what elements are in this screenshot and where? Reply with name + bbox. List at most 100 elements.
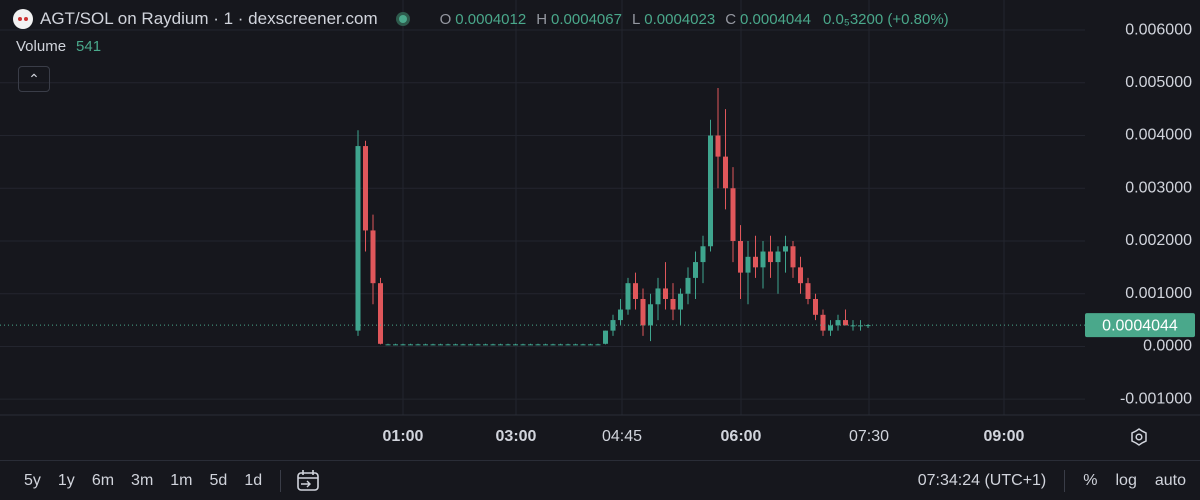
y-tick-label: 0.006000 <box>1125 21 1192 38</box>
settings-icon[interactable] <box>1131 428 1147 446</box>
ohlc-value: 0.0004023 <box>644 10 716 28</box>
y-tick-label: 0.003000 <box>1125 179 1192 196</box>
candle-body <box>528 344 533 346</box>
candle-body <box>738 240 743 273</box>
candle-body <box>678 293 683 310</box>
candle-body <box>670 298 676 310</box>
range-buttons: 5y 1y 6m 3m 1m 5d 1d <box>24 472 262 490</box>
candle-body <box>843 320 848 326</box>
gear <box>1131 428 1147 446</box>
percent-toggle[interactable]: % <box>1083 471 1098 489</box>
candle-body <box>430 344 436 346</box>
bottom-toolbar: 5y 1y 6m 3m 1m 5d 1d 07:34:24 (UTC+1) % log au… <box>0 460 1200 500</box>
ohlc-key: H <box>536 10 548 28</box>
candle-body <box>520 344 526 346</box>
header: AGT/SOL on Raydium · 1 · dexscreener.com… <box>12 8 949 30</box>
candle-body <box>550 344 556 346</box>
candle-body <box>460 344 466 346</box>
ohlc-key: C <box>725 10 737 28</box>
candle-body <box>708 135 713 247</box>
change: 0.0₅3200 (+0.80%) <box>822 10 949 28</box>
candle-body <box>730 188 736 241</box>
range-button[interactable]: 1y <box>57 471 75 489</box>
candle-body <box>723 156 728 189</box>
candle-body <box>453 344 458 346</box>
candle-body <box>415 344 421 346</box>
y-tick-label: 0.002000 <box>1125 232 1192 249</box>
y-tick-label: 0.0000 <box>1143 338 1192 355</box>
x-tick-label: 07:30 <box>849 428 889 445</box>
candle-body <box>625 283 631 310</box>
candle-body <box>513 344 518 346</box>
right-controls: 07:34:24 (UTC+1) % log auto <box>917 469 1186 492</box>
range-button[interactable]: 1d <box>244 471 263 489</box>
candle-body <box>535 344 541 346</box>
ohlc-value: 0.0004044 <box>740 10 811 28</box>
candle-body <box>558 344 563 346</box>
volume-legend: Volume 541 <box>16 38 101 55</box>
candle-body <box>775 251 781 263</box>
candle-body <box>685 277 691 294</box>
separator <box>280 469 282 492</box>
x-tick-label: 03:00 <box>496 428 537 445</box>
log-toggle[interactable]: log <box>1115 471 1137 489</box>
candle-body <box>693 262 698 278</box>
range-button[interactable]: 5y <box>24 471 41 489</box>
candle-body <box>783 246 788 252</box>
candle-body <box>595 344 601 346</box>
candle-body <box>400 344 406 346</box>
candle-body <box>850 325 856 327</box>
ohlc-value: 0.0004067 <box>551 10 622 28</box>
candle-body <box>640 298 646 326</box>
range-button[interactable]: 3m <box>131 471 154 489</box>
y-tick-label: 0.004000 <box>1125 127 1192 144</box>
title: AGT/SOL on Raydium · 1 · dexscreener.com <box>40 9 378 28</box>
auto-toggle[interactable]: auto <box>1154 471 1186 489</box>
x-tick-label: 06:00 <box>721 428 762 445</box>
range-button[interactable]: 6m <box>91 471 115 489</box>
candle-body <box>423 344 428 346</box>
candle-body <box>700 246 706 263</box>
range-button[interactable]: 5d <box>209 471 228 489</box>
last-price-label: 0.0004044 <box>1102 317 1178 334</box>
logo <box>13 9 33 29</box>
y-tick-label: 0.001000 <box>1125 285 1192 302</box>
clock: 07:34:24 (UTC+1) <box>917 471 1047 489</box>
candle-body <box>408 344 413 346</box>
candle-body <box>573 344 578 346</box>
candle-body <box>835 320 841 326</box>
candle-body <box>753 256 758 268</box>
volume-value: 541 <box>76 38 102 55</box>
ohlc-value: 0.0004012 <box>455 10 527 28</box>
candle-body <box>483 344 488 346</box>
chart: 0.006000 0.005000 0.004000 0.003000 0.002000… <box>0 0 1200 446</box>
candle-body <box>580 344 586 346</box>
date-range-icon[interactable] <box>295 468 321 494</box>
candle-body <box>820 314 826 331</box>
status-dot <box>395 12 410 26</box>
candle-body <box>790 246 796 268</box>
y-tick-label: 0.005000 <box>1125 74 1192 91</box>
collapse-button[interactable]: ⌃ <box>18 66 50 92</box>
candle-body <box>505 344 511 346</box>
candle-body <box>355 146 361 331</box>
candle-body <box>768 251 773 263</box>
candle-body <box>655 288 661 305</box>
candle-body <box>828 325 833 331</box>
candle-body <box>378 283 383 344</box>
candle-body <box>663 288 668 299</box>
separator <box>1064 469 1066 492</box>
range-button[interactable]: 1m <box>170 471 193 489</box>
candle-body <box>565 344 571 346</box>
ohlc-key: L <box>631 10 641 28</box>
candle-body <box>760 251 766 268</box>
candle-body <box>385 344 391 346</box>
ohlc-key: O <box>439 10 452 28</box>
candle-body <box>370 230 376 284</box>
x-tick-label: 04:45 <box>602 428 642 445</box>
candle-body <box>618 309 623 321</box>
candle-body <box>475 344 481 346</box>
volume-label: Volume <box>16 38 67 55</box>
y-tick-label: -0.001000 <box>1120 390 1192 407</box>
